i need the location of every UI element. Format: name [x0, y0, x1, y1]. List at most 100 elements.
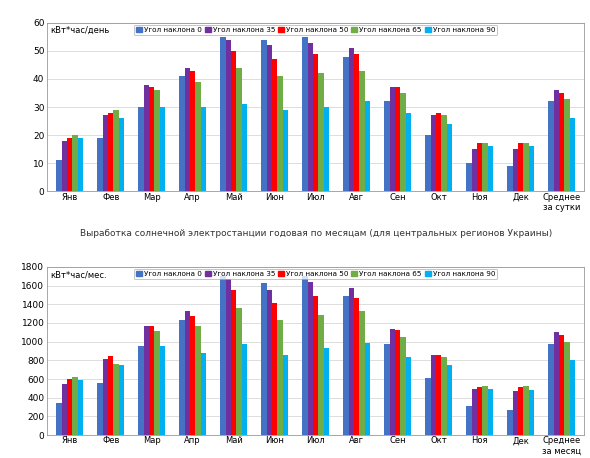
- Bar: [185, 68, 190, 191]
- Bar: [365, 101, 370, 191]
- Bar: [518, 143, 523, 191]
- Bar: [237, 68, 242, 191]
- Bar: [405, 113, 411, 191]
- Bar: [185, 311, 190, 435]
- Text: кВт*час/день: кВт*час/день: [50, 26, 109, 35]
- Bar: [529, 390, 534, 435]
- Legend: Угол наклона 0, Угол наклона 35, Угол наклона 50, Угол наклона 65, Угол наклона : Угол наклона 0, Угол наклона 35, Угол на…: [134, 25, 497, 35]
- Bar: [518, 387, 523, 435]
- Bar: [471, 389, 477, 435]
- Bar: [529, 146, 534, 191]
- Bar: [559, 335, 564, 435]
- Bar: [179, 320, 185, 435]
- Bar: [431, 115, 436, 191]
- Bar: [190, 71, 195, 191]
- Bar: [487, 146, 493, 191]
- Bar: [343, 56, 349, 191]
- Bar: [436, 354, 441, 435]
- Bar: [73, 377, 78, 435]
- Text: кВт*час/мес.: кВт*час/мес.: [50, 270, 107, 279]
- Bar: [523, 143, 529, 191]
- Bar: [507, 166, 513, 191]
- Bar: [559, 93, 564, 191]
- Bar: [201, 353, 206, 435]
- Bar: [523, 386, 529, 435]
- Bar: [482, 386, 487, 435]
- Bar: [97, 383, 103, 435]
- Bar: [113, 110, 119, 191]
- Bar: [195, 82, 201, 191]
- Bar: [242, 104, 247, 191]
- Bar: [395, 330, 400, 435]
- Bar: [354, 298, 359, 435]
- Bar: [220, 276, 226, 435]
- Bar: [307, 43, 313, 191]
- Bar: [466, 406, 471, 435]
- Bar: [97, 138, 103, 191]
- Bar: [349, 48, 354, 191]
- Bar: [237, 308, 242, 435]
- Bar: [400, 93, 405, 191]
- Bar: [103, 115, 108, 191]
- Bar: [359, 71, 365, 191]
- Bar: [313, 54, 319, 191]
- Bar: [190, 316, 195, 435]
- Bar: [78, 138, 83, 191]
- Bar: [179, 76, 185, 191]
- Bar: [272, 60, 277, 191]
- Bar: [261, 283, 267, 435]
- Bar: [441, 115, 447, 191]
- Bar: [155, 331, 160, 435]
- Bar: [477, 387, 482, 435]
- Bar: [436, 113, 441, 191]
- Bar: [277, 320, 283, 435]
- Bar: [319, 315, 324, 435]
- Bar: [447, 365, 452, 435]
- Bar: [302, 37, 307, 191]
- Bar: [447, 124, 452, 191]
- Bar: [139, 346, 144, 435]
- Bar: [384, 101, 389, 191]
- Bar: [471, 149, 477, 191]
- Bar: [119, 118, 124, 191]
- Bar: [231, 51, 237, 191]
- Bar: [160, 346, 165, 435]
- Bar: [139, 107, 144, 191]
- Bar: [343, 296, 349, 435]
- Bar: [119, 365, 124, 435]
- Bar: [160, 107, 165, 191]
- Bar: [405, 357, 411, 435]
- Bar: [231, 290, 237, 435]
- Bar: [108, 356, 113, 435]
- Bar: [553, 333, 559, 435]
- Title: Выработка солнечной электростанции годовая по месяцам (для центральных регионов : Выработка солнечной электростанции годов…: [80, 229, 552, 238]
- Bar: [466, 163, 471, 191]
- Bar: [389, 87, 395, 191]
- Bar: [395, 87, 400, 191]
- Bar: [261, 40, 267, 191]
- Bar: [441, 357, 447, 435]
- Bar: [149, 326, 155, 435]
- Bar: [548, 101, 553, 191]
- Bar: [277, 76, 283, 191]
- Bar: [67, 138, 73, 191]
- Bar: [513, 149, 518, 191]
- Bar: [389, 329, 395, 435]
- Bar: [425, 135, 431, 191]
- Bar: [144, 85, 149, 191]
- Bar: [73, 135, 78, 191]
- Bar: [195, 326, 201, 435]
- Bar: [324, 107, 329, 191]
- Bar: [569, 118, 575, 191]
- Bar: [103, 360, 108, 435]
- Bar: [425, 378, 431, 435]
- Bar: [57, 160, 62, 191]
- Bar: [67, 379, 73, 435]
- Bar: [113, 364, 119, 435]
- Bar: [283, 110, 288, 191]
- Bar: [477, 143, 482, 191]
- Bar: [155, 90, 160, 191]
- Bar: [267, 290, 272, 435]
- Bar: [242, 344, 247, 435]
- Bar: [553, 90, 559, 191]
